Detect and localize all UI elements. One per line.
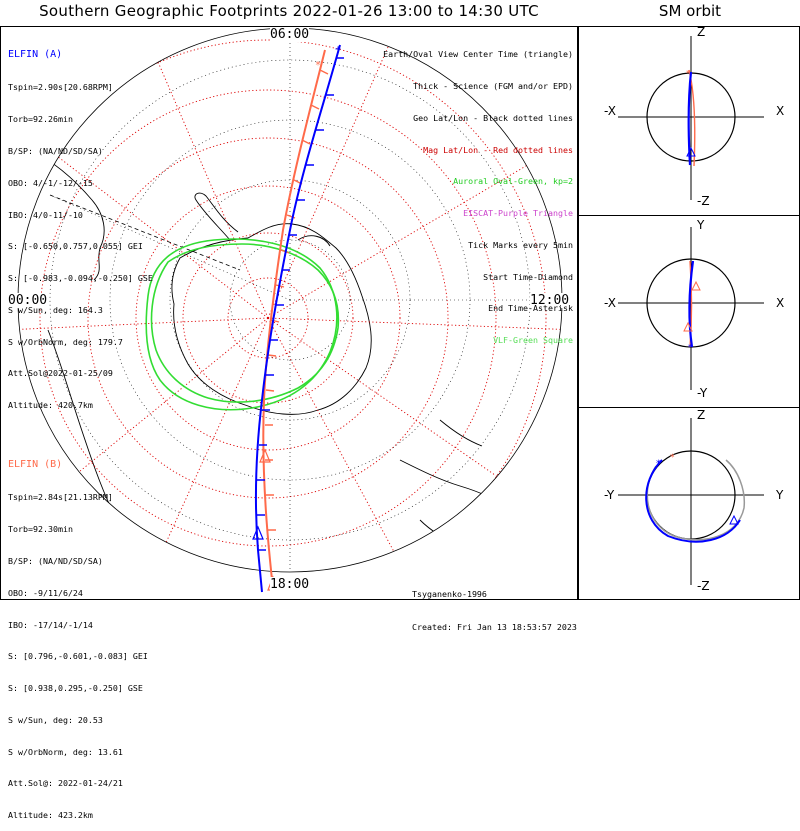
elfin-b-line: S w/Sun, deg: 20.53 [8,714,103,725]
svg-text:*: * [315,60,321,71]
legend-item: End Time-Asterisk [488,303,573,314]
elfin-b-line: Att.Sol@: 2022-01-24/21 [8,778,123,789]
sm-panel-yz: * * [618,418,764,585]
elfin-a-line: S: [-0.650,0.757,0.055] GEI [8,241,143,252]
credit: Tsyganenko-1996 Created: Fri Jan 13 18:5… [412,567,577,644]
sm3-top: Z [697,408,706,422]
sm3-bottom: -Z [697,579,710,593]
elfin-a-line: Att.Sol@2022-01-25/09 [8,368,113,379]
elfin-a-track: + [252,44,344,593]
elfin-a-line: S w/OrbNorm, deg: 179.7 [8,336,123,347]
time-label-top: 06:00 [270,27,310,42]
legend-item: Geo Lat/Lon - Black dotted lines [413,112,573,123]
legend-item: VLF-Green Square [493,335,573,346]
legend-item: Auroral Oval-Green, kp=2 [453,176,573,187]
elfin-a-line: Tspin=2.90s[20.68RPM] [8,82,113,93]
sm1-top: Z [697,25,706,39]
elfin-a-line: IBO: 4/0-11/-10 [8,209,83,220]
time-label-right: 12:00 [530,293,570,308]
sm2-right: X [776,296,785,310]
sm3-right: Y [776,488,784,502]
svg-text:*: * [656,459,661,469]
elfin-b-line: S: [0.796,-0.601,-0.083] GEI [8,651,148,662]
auroral-oval [145,238,340,411]
svg-text:*: * [686,69,690,78]
legend-item: Mag Lat/Lon - Red dotted lines [423,144,573,155]
credit-author: Tsyganenko-1996 [412,589,487,599]
elfin-b-line: IBO: -17/14/-1/14 [8,619,93,630]
elfin-b-line: S w/OrbNorm, deg: 13.61 [8,746,123,757]
elfin-a-line: OBO: 4/-1/-12/-15 [8,177,93,188]
svg-text:*: * [670,453,675,463]
sm-orbit-title: SM orbit [658,2,722,20]
view-center-line [49,194,241,271]
legend-item: Tick Marks every 5min [468,239,573,250]
elfin-a-line: B/SP: (NA/ND/SD/SA) [8,145,103,156]
legend-item: Earth/Oval View Center Time (triangle) [383,49,573,60]
legend-item: Start Time-Diamond [483,271,573,282]
elfin-b-line: OBO: -9/11/6/24 [8,587,83,598]
sm2-top: Y [697,218,705,232]
elfin-b-line: Torb=92.30min [8,524,73,535]
elfin-a-line: Torb=92.26min [8,114,73,125]
elfin-a-line: S w/Sun, deg: 164.3 [8,304,103,315]
elfin-a-line: S: [-0.983,-0.094,-0.250] GSE [8,273,153,284]
legend-item: EISCAT-Purple Triangle [463,208,573,219]
time-label-bottom: 18:00 [270,577,310,592]
svg-text:*: * [688,343,692,352]
elfin-b-line: Altitude: 423.2km [8,810,93,821]
elfin-b-line: B/SP: (NA/ND/SD/SA) [8,555,103,566]
legend: Earth/Oval View Center Time (triangle) T… [383,28,573,356]
elfin-b-line: S: [0.938,0.295,-0.250] GSE [8,683,143,694]
time-label-left: 00:00 [8,293,48,308]
elfin-b-line: Tspin=2.84s[21.13RPM] [8,492,113,503]
elfin-a-info: ELFIN (A) Tspin=2.90s[20.68RPM] Torb=92.… [8,28,153,421]
svg-text:+: + [335,44,341,55]
credit-created: Created: Fri Jan 13 18:53:57 2023 [412,622,577,632]
elfin-a-header: ELFIN (A) [8,49,63,61]
sm3-left: -Y [604,488,615,502]
sm1-left: -X [604,104,616,118]
elfin-a-line: Altitude: 420.7km [8,400,93,411]
sm1-right: X [776,104,785,118]
sm-panel-xz: * [618,36,764,200]
plot-title: Southern Geographic Footprints 2022-01-2… [39,2,539,20]
sm2-left: -X [604,296,616,310]
elfin-b-header: ELFIN (B) [8,459,63,471]
legend-item: Thick - Science (FGM and/or EPD) [413,80,573,91]
footprint-map: * + [0,26,578,600]
sm-panel-xy: * [618,227,764,390]
sm1-bottom: -Z [697,194,710,208]
sm2-bottom: -Y [697,386,708,400]
elfin-b-info: ELFIN (B) Tspin=2.84s[21.13RPM] Torb=92.… [8,438,148,831]
